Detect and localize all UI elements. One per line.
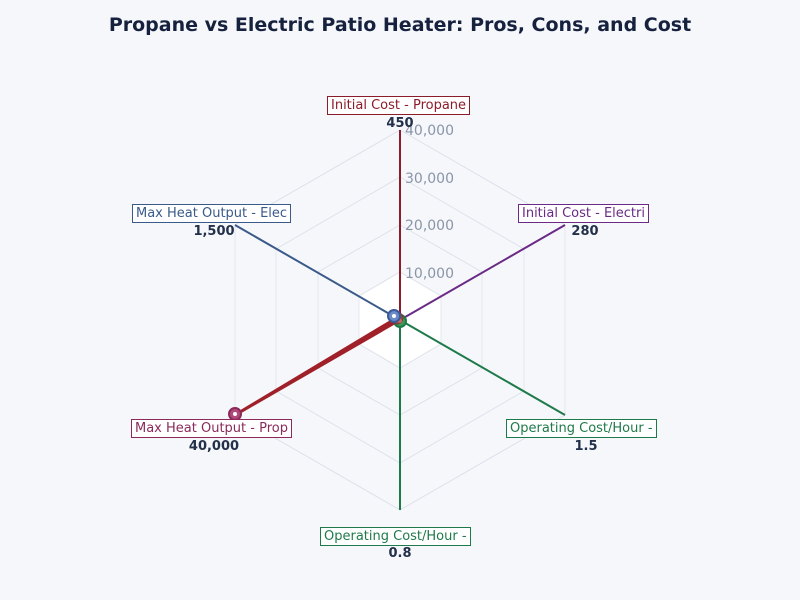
- axis-value-initial-cost-propane: 450: [386, 116, 414, 131]
- radial-tick-20000: 20,000: [405, 218, 454, 234]
- axis-label-max-heat-propane: Max Heat Output - Prop: [131, 419, 292, 438]
- axis-value-operating-cost-2: 0.8: [388, 546, 412, 561]
- axis-line-max-heat-electric: [234, 224, 401, 321]
- axis-line-initial-cost-electric: [399, 224, 566, 321]
- axis-label-initial-cost-propane: Initial Cost - Propane: [327, 96, 471, 115]
- radial-tick-30000: 30,000: [405, 171, 454, 187]
- radial-tick-10000: 10,000: [405, 266, 454, 282]
- radial-tick-40000: 40,000: [405, 123, 454, 139]
- axis-value-operating-cost-1: 1.5: [574, 439, 598, 454]
- axis-value-max-heat-electric: 1,500: [193, 224, 235, 239]
- axis-label-operating-cost-1: Operating Cost/Hour -: [506, 419, 657, 438]
- axis-label-initial-cost-electric: Initial Cost - Electri: [518, 204, 649, 223]
- chart-title: Propane vs Electric Patio Heater: Pros, …: [108, 14, 692, 36]
- axis-value-max-heat-propane: 40,000: [188, 439, 240, 454]
- axis-label-max-heat-electric: Max Heat Output - Elec: [132, 204, 292, 223]
- axis-label-operating-cost-2: Operating Cost/Hour -: [320, 527, 471, 546]
- axis-line-operating-cost-1: [399, 319, 566, 416]
- axis-value-initial-cost-electric: 280: [571, 224, 599, 239]
